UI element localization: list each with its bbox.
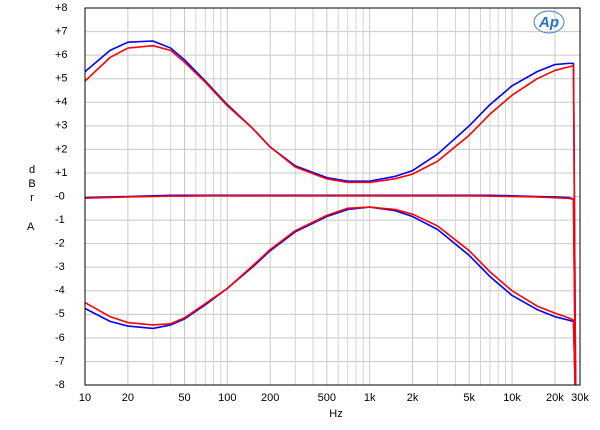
x-tick-label: 50 xyxy=(178,392,190,404)
y-tick-label: +1 xyxy=(55,167,68,179)
y-tick-label: -0 xyxy=(55,190,65,202)
y-axis-unit: A xyxy=(27,221,35,233)
logo-ring xyxy=(533,10,565,34)
y-tick-label: -1 xyxy=(55,214,65,226)
y-tick-label: +5 xyxy=(55,73,68,85)
y-tick-label: +2 xyxy=(55,143,68,155)
y-tick-label: -4 xyxy=(55,285,65,297)
series-line xyxy=(85,206,576,385)
x-tick-label: 10k xyxy=(503,392,521,404)
plot-lines xyxy=(85,40,577,385)
x-axis-label: Hz xyxy=(329,408,342,420)
series-line xyxy=(85,44,577,385)
logo: Ap xyxy=(538,14,559,31)
y-tick-label: -5 xyxy=(55,308,65,320)
x-tick-label: 500 xyxy=(318,392,336,404)
x-tick-label: 20 xyxy=(122,392,134,404)
y-tick-label: -7 xyxy=(55,355,65,367)
plot-frame xyxy=(84,7,581,386)
x-tick-label: 2k xyxy=(407,392,419,404)
y-axis-label: dBr xyxy=(26,164,38,206)
series-line xyxy=(85,206,576,385)
x-tick-label: 5k xyxy=(463,392,475,404)
y-tick-label: -2 xyxy=(55,238,65,250)
series-line xyxy=(85,194,577,385)
series-line xyxy=(85,194,577,385)
y-tick-label: -3 xyxy=(55,261,65,273)
y-tick-label: +8 xyxy=(55,2,68,14)
x-tick-label: 100 xyxy=(218,392,236,404)
series-line xyxy=(85,40,577,385)
x-tick-label: 20k xyxy=(546,392,564,404)
y-tick-label: +4 xyxy=(55,96,68,108)
y-tick-label: +7 xyxy=(55,25,68,37)
y-tick-label: +6 xyxy=(55,49,68,61)
y-tick-label: -8 xyxy=(55,379,65,391)
x-tick-label: 200 xyxy=(261,392,279,404)
x-tick-label: 30k xyxy=(571,392,589,404)
x-tick-label: 1k xyxy=(364,392,376,404)
tick-labels: -8 -7 -6 -5 -4 -3 -2 -1 -0 +1 +2 +3 +4 +5 +6 +7 +8 10 20 50… xyxy=(55,2,589,404)
x-tick-label: 10 xyxy=(79,392,91,404)
y-tick-label: -6 xyxy=(55,332,65,344)
y-tick-label: +3 xyxy=(55,120,68,132)
